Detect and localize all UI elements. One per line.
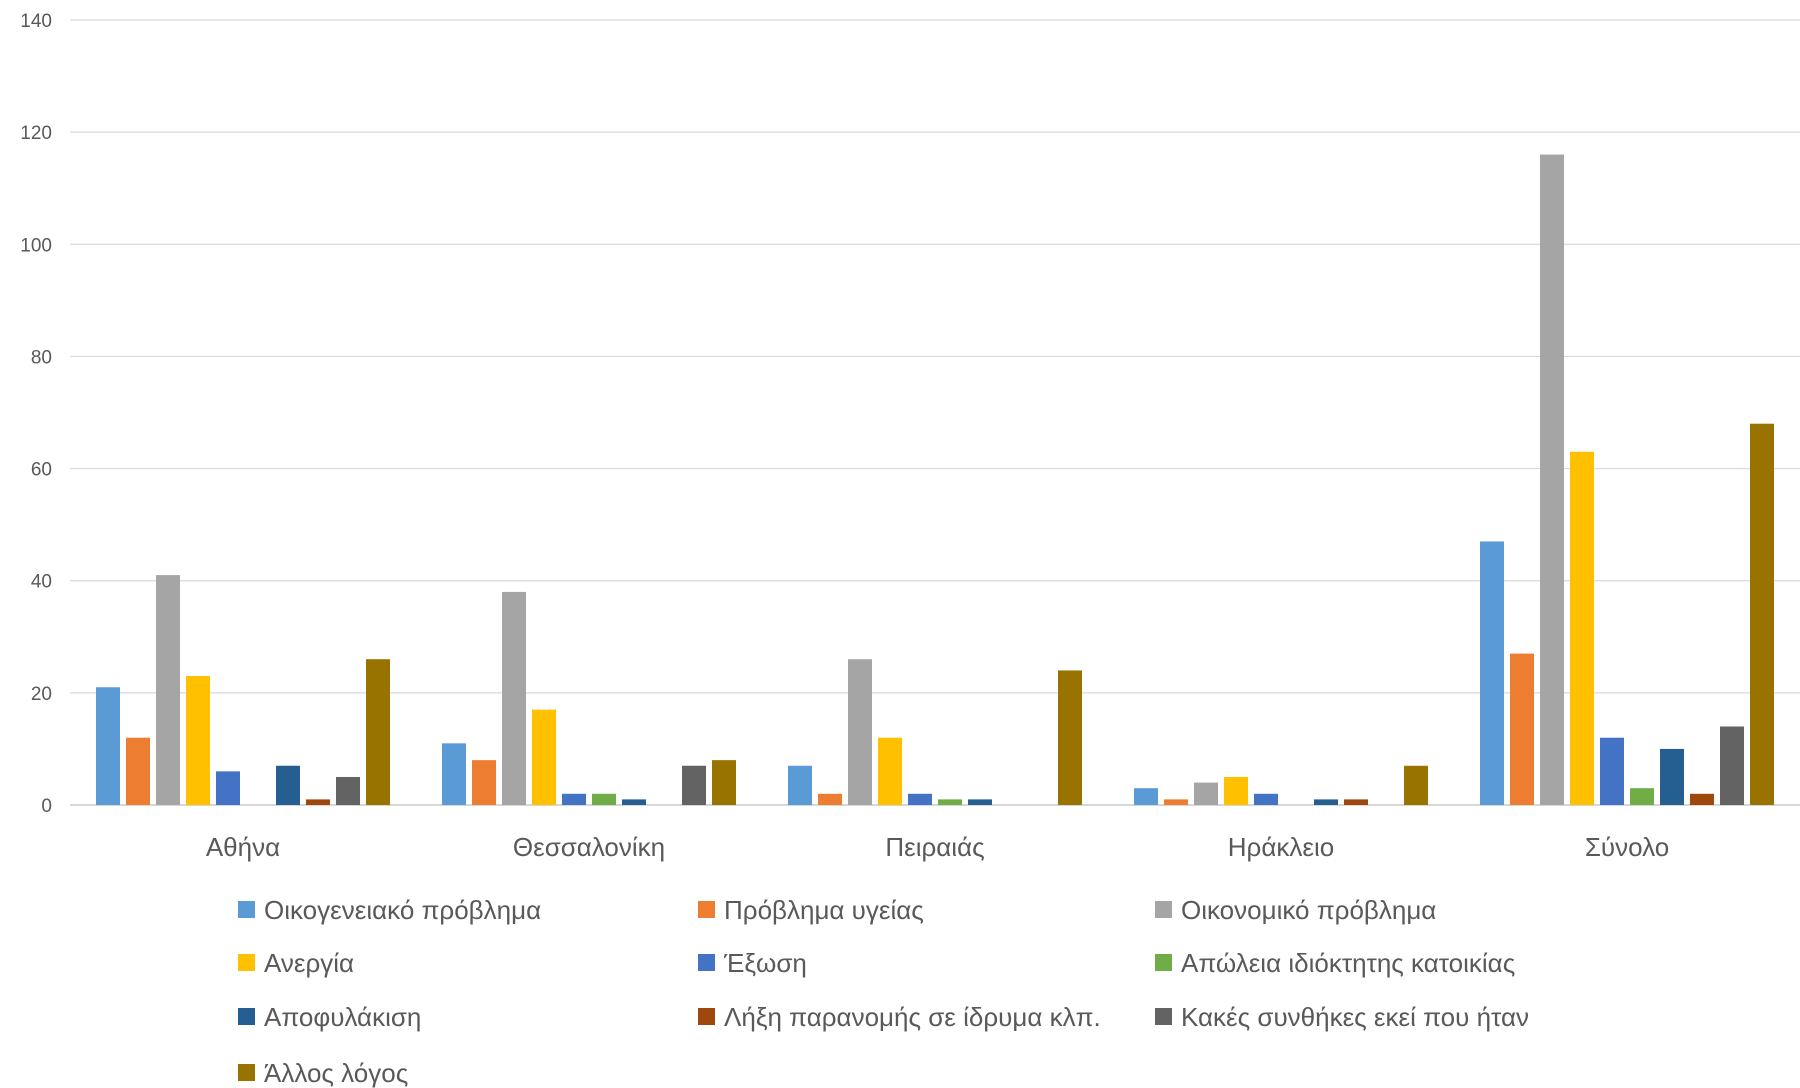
bar	[1314, 799, 1338, 805]
bar	[1344, 799, 1368, 805]
bar	[306, 799, 330, 805]
bar	[1600, 737, 1624, 805]
legend-swatch	[238, 1008, 255, 1025]
y-tick-label: 0	[41, 796, 52, 817]
bar	[968, 799, 992, 805]
bar	[1058, 670, 1082, 805]
bar	[532, 709, 556, 805]
y-tick-label: 60	[31, 460, 52, 481]
bar	[682, 765, 706, 805]
bar	[908, 793, 932, 805]
bar	[1194, 782, 1218, 805]
bar	[1660, 748, 1684, 805]
legend-swatch	[238, 954, 255, 971]
bar	[562, 793, 586, 805]
bar	[788, 765, 812, 805]
bar	[1480, 541, 1504, 805]
bar	[1404, 765, 1428, 805]
bar	[216, 771, 240, 805]
bar	[1254, 793, 1278, 805]
bar	[1720, 726, 1744, 805]
bar	[1134, 788, 1158, 805]
bar	[1164, 799, 1188, 805]
y-tick-label: 40	[31, 572, 52, 593]
y-tick-label: 20	[31, 684, 52, 705]
x-category-label: Αθήνα	[206, 832, 280, 862]
legend-swatch	[1155, 1008, 1172, 1025]
legend-label: Οικογενειακό πρόβλημα	[264, 895, 541, 925]
bar	[878, 737, 902, 805]
y-axis-ticks: 0 20 40 60 80 100 120 140	[20, 11, 52, 817]
bar	[366, 659, 390, 805]
bar	[336, 776, 360, 805]
legend-label: Ανεργία	[264, 948, 354, 978]
legend-label: Αποφυλάκιση	[264, 1002, 421, 1032]
legend-label: Άλλος λόγος	[264, 1058, 408, 1088]
bar	[1540, 154, 1564, 806]
legend-swatch	[1155, 954, 1172, 971]
legend-label: Οικονομικό πρόβλημα	[1181, 895, 1436, 925]
x-category-label: Σύνολο	[1585, 832, 1669, 862]
x-axis-categories: Αθήνα Θεσσαλονίκη Πειραιάς Ηράκλειο Σύνολο	[206, 832, 1669, 862]
x-category-label: Πειραιάς	[885, 832, 984, 862]
bar	[848, 659, 872, 805]
legend-swatch	[698, 954, 715, 971]
bar	[938, 799, 962, 805]
bar	[276, 765, 300, 805]
legend-swatch	[1155, 901, 1172, 918]
legend-swatch	[238, 1064, 255, 1081]
bar	[126, 737, 150, 805]
legend-swatch	[698, 901, 715, 918]
legend-swatch	[698, 1008, 715, 1025]
gridlines	[70, 19, 1800, 806]
bar	[156, 575, 180, 805]
bar	[472, 760, 496, 805]
y-tick-label: 80	[31, 347, 52, 368]
bar	[1510, 653, 1534, 805]
bar	[592, 793, 616, 805]
x-category-label: Θεσσαλονίκη	[513, 832, 665, 862]
bar	[818, 793, 842, 805]
y-tick-label: 100	[20, 235, 52, 256]
x-category-label: Ηράκλειο	[1228, 832, 1334, 862]
legend-label: Πρόβλημα υγείας	[724, 895, 924, 925]
bar	[712, 760, 736, 805]
bar	[1224, 776, 1248, 805]
legend-label: Έξωση	[723, 948, 807, 978]
legend: Οικογενειακό πρόβλημα Πρόβλημα υγείας Οικο…	[238, 895, 1529, 1088]
bar	[1570, 451, 1594, 805]
bar	[1630, 788, 1654, 805]
legend-label: Λήξη παρανομής σε ίδρυμα κλπ.	[724, 1002, 1101, 1032]
bar	[502, 591, 526, 805]
y-tick-label: 140	[20, 11, 52, 32]
legend-label: Κακές συνθήκες εκεί που ήταν	[1181, 1002, 1529, 1032]
legend-swatch	[238, 901, 255, 918]
bar	[96, 687, 120, 805]
bars	[96, 154, 1774, 806]
legend-label: Απώλεια ιδιόκτητης κατοικίας	[1181, 948, 1515, 978]
bar	[442, 743, 466, 805]
bar	[622, 799, 646, 805]
y-tick-label: 120	[20, 123, 52, 144]
bar	[1690, 793, 1714, 805]
bar	[186, 676, 210, 805]
bar	[1750, 423, 1774, 805]
